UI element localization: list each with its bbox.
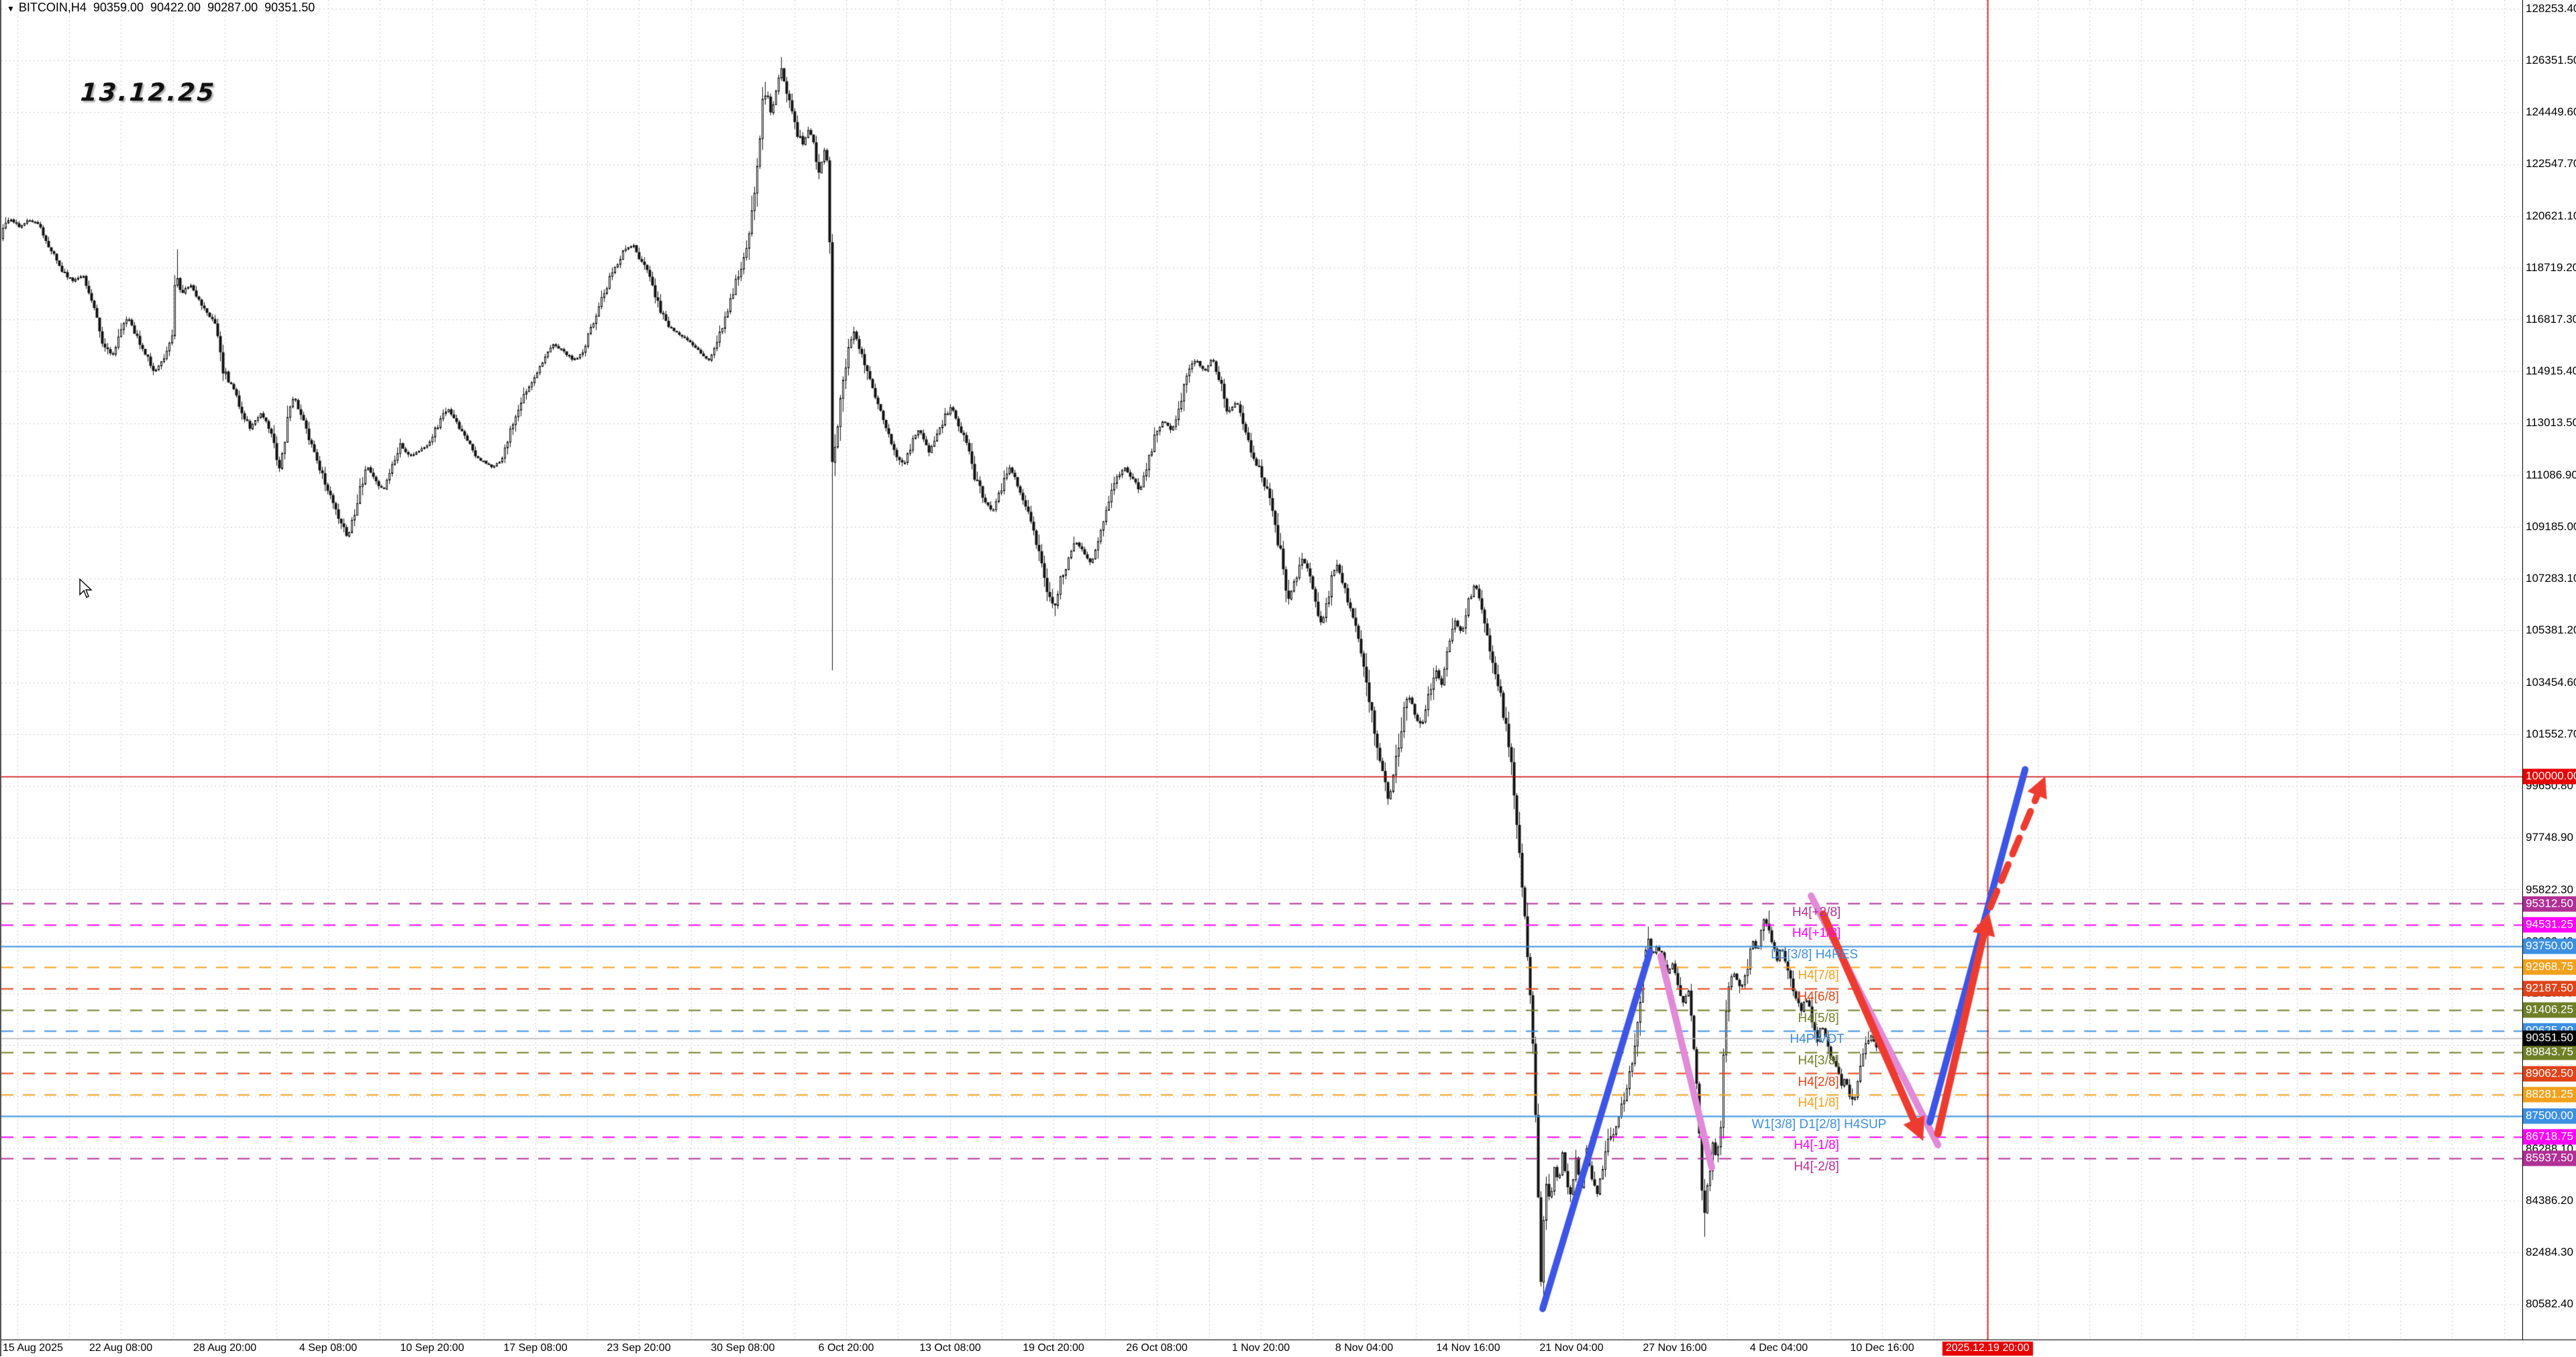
price-level-label: 92187.50 — [2523, 981, 2576, 997]
crosshair-time-label: 2025.12.19 20:00 — [1942, 1342, 2033, 1356]
date-annotation: 13.12.25 — [79, 79, 217, 107]
time-tick-label: 28 Aug 20:00 — [193, 1342, 257, 1354]
time-tick-label: 17 Sep 08:00 — [503, 1342, 568, 1354]
price-level-label: 94531.25 — [2523, 917, 2576, 933]
time-tick-label: 4 Dec 04:00 — [1749, 1342, 1808, 1354]
price-tick-label: 124449.60 — [2526, 105, 2576, 118]
level-line-label: H4[2/8] — [1798, 1074, 1839, 1089]
level-line-label: W1[3/8] D1[2/8] H4SUP — [1751, 1117, 1887, 1132]
price-tick-label: 103454.60 — [2526, 675, 2576, 689]
time-axis[interactable]: 15 Aug 2025 22 Aug 08:00 28 Aug 20:00 4 Sep… — [1, 1340, 2576, 1357]
price-tick-label: 111086.90 — [2526, 468, 2576, 481]
price-level-label: 91406.25 — [2523, 1002, 2576, 1018]
price-level-label: 95312.50 — [2523, 896, 2576, 911]
level-line-label: H4[-2/8] — [1794, 1160, 1839, 1174]
price-axis[interactable]: 128253.40 126351.50 124449.60 122547.70 1206… — [2522, 0, 2576, 1340]
mouse-cursor-icon — [79, 579, 93, 598]
price-tick-label: 114915.40 — [2526, 364, 2576, 377]
time-tick-label: 6 Oct 20:00 — [818, 1342, 874, 1354]
level-line-label: H4[+1/8] — [1792, 926, 1841, 941]
price-level-label: 93750.00 — [2523, 938, 2576, 954]
time-tick-label: 26 Oct 08:00 — [1126, 1342, 1188, 1354]
price-tick-label: 118719.20 — [2526, 261, 2576, 274]
level-line-label: H4PIVOT — [1790, 1032, 1845, 1047]
level-line-label: H4[-1/8] — [1794, 1138, 1839, 1153]
time-tick-label: 10 Sep 20:00 — [400, 1342, 464, 1354]
symbol-timeframe: BITCOIN,H4 — [18, 1, 87, 14]
time-tick-label: 13 Oct 08:00 — [919, 1342, 981, 1354]
time-tick-label: 4 Sep 08:00 — [299, 1342, 358, 1354]
price-level-label: 89843.75 — [2523, 1044, 2576, 1060]
price-tick-label: 101552.70 — [2526, 727, 2576, 740]
price-level-label: 92968.75 — [2523, 959, 2576, 975]
price-tick-label: 122547.70 — [2526, 157, 2576, 170]
price-level-label: 85937.50 — [2523, 1150, 2576, 1166]
time-tick-label: 27 Nov 16:00 — [1643, 1342, 1707, 1354]
time-tick-label: 19 Oct 20:00 — [1023, 1342, 1084, 1354]
ohlc-low: 90287.00 — [207, 1, 258, 14]
level-line-label: H4[7/8] — [1798, 968, 1839, 983]
price-tick-label: 109185.00 — [2526, 519, 2576, 533]
level-line-label: H4[5/8] — [1798, 1011, 1839, 1025]
price-chart-canvas[interactable] — [1, 0, 2522, 1340]
price-level-label: 86718.75 — [2523, 1129, 2576, 1145]
price-tick-label: 105381.20 — [2526, 623, 2576, 636]
time-tick-label: 21 Nov 04:00 — [1539, 1342, 1604, 1354]
ohlc-high: 90422.00 — [150, 1, 201, 14]
time-tick-label: 22 Aug 08:00 — [89, 1342, 153, 1354]
ohlc-open: 90359.00 — [93, 1, 144, 14]
price-tick-label: 82484.30 — [2526, 1245, 2573, 1258]
price-level-label: 87500.00 — [2523, 1108, 2576, 1124]
ohlc-close: 90351.50 — [264, 1, 315, 14]
price-tick-label: 116817.30 — [2526, 312, 2576, 325]
price-tick-label: 126351.50 — [2526, 54, 2576, 66]
dropdown-arrow-icon[interactable]: ▼ — [7, 4, 15, 13]
price-tick-label: 113013.50 — [2526, 415, 2576, 429]
level-line-label: H4[1/8] — [1798, 1096, 1839, 1111]
time-tick-label: 14 Nov 16:00 — [1436, 1342, 1500, 1354]
time-tick-label: 8 Nov 04:00 — [1335, 1342, 1394, 1354]
level-line-label: H4[+2/8] — [1792, 905, 1841, 919]
price-tick-label: 128253.40 — [2526, 2, 2576, 15]
price-level-label: 89062.50 — [2523, 1066, 2576, 1081]
price-level-label: 100000.00 — [2523, 768, 2576, 785]
level-line-label: H4[6/8] — [1798, 990, 1839, 1004]
time-tick-label: 30 Sep 08:00 — [711, 1342, 775, 1354]
price-tick-label: 95822.30 — [2526, 883, 2573, 896]
price-tick-label: 80582.40 — [2526, 1297, 2573, 1310]
price-tick-label: 84386.20 — [2526, 1193, 2573, 1207]
level-line-label: H4[3/8] — [1798, 1053, 1839, 1068]
symbol-ohlc-readout: ▼ BITCOIN,H4 90359.00 90422.00 90287.00 90351… — [7, 1, 321, 15]
price-tick-label: 97748.90 — [2526, 830, 2573, 844]
price-level-label: 88281.25 — [2523, 1087, 2576, 1103]
time-tick-label: 1 Nov 20:00 — [1231, 1342, 1290, 1354]
time-tick-label: 23 Sep 20:00 — [607, 1342, 671, 1354]
price-level-label: 90351.50 — [2523, 1030, 2576, 1046]
level-line-label: D1[3/8] H4RES — [1771, 947, 1858, 962]
price-tick-label: 107283.10 — [2526, 571, 2576, 585]
price-tick-label: 120621.10 — [2526, 209, 2576, 222]
time-tick-label: 15 Aug 2025 — [3, 1342, 63, 1354]
time-tick-label: 10 Dec 16:00 — [1850, 1342, 1914, 1354]
